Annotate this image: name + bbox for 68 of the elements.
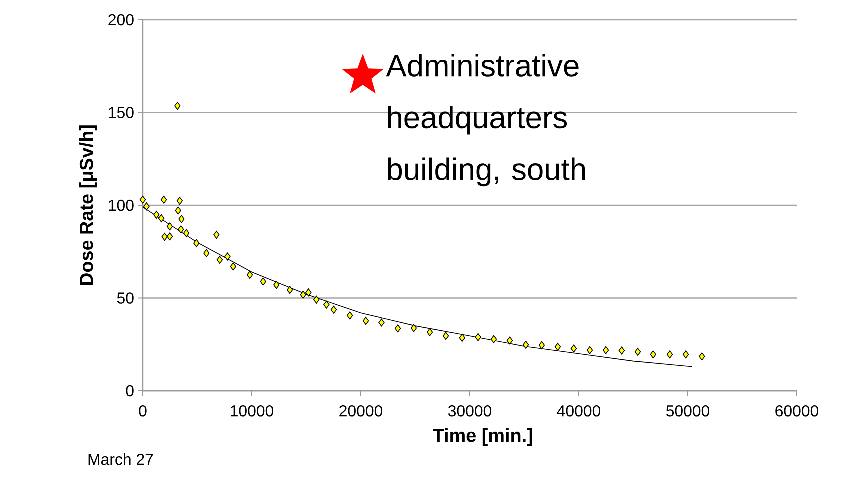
point <box>570 344 578 353</box>
point <box>362 317 370 326</box>
point <box>260 278 266 286</box>
y-tick-label: 100 <box>109 200 134 212</box>
y-axis-title: Dose Rate [μSv/h] <box>79 126 98 286</box>
point <box>442 332 450 340</box>
point <box>459 334 466 342</box>
point <box>194 239 200 248</box>
point <box>224 252 231 261</box>
point <box>286 286 294 294</box>
point <box>160 196 168 204</box>
point <box>162 233 168 242</box>
x-tick-label: 20000 <box>340 405 383 417</box>
x-tick-label: 10000 <box>231 405 274 417</box>
point <box>158 214 165 222</box>
x-axis-title: Time [min.] <box>433 428 532 446</box>
point <box>426 328 434 336</box>
point <box>140 196 146 204</box>
text: March 27 <box>88 454 154 466</box>
y-tick-label: 200 <box>108 14 134 26</box>
point <box>378 318 385 327</box>
point <box>634 348 642 356</box>
y-tick-label: 150 <box>109 107 134 118</box>
point <box>306 288 312 297</box>
point <box>175 206 182 215</box>
point <box>184 229 190 238</box>
point <box>178 226 184 234</box>
point <box>178 215 185 224</box>
point <box>554 343 562 352</box>
y-tick-label: 50 <box>117 292 134 304</box>
point <box>274 281 280 290</box>
point <box>682 350 690 359</box>
x-tick-label: 60000 <box>776 405 819 417</box>
point <box>602 346 610 354</box>
point <box>586 346 594 354</box>
point <box>475 333 482 342</box>
point <box>522 341 530 349</box>
point <box>174 102 181 110</box>
point <box>144 202 150 211</box>
x-tick-label: 0 <box>139 405 147 417</box>
point <box>490 335 498 344</box>
point <box>246 271 254 280</box>
point <box>699 352 706 361</box>
point <box>230 262 236 271</box>
point <box>154 210 160 219</box>
x-tick-label: 30000 <box>448 405 492 417</box>
point <box>538 341 546 350</box>
point <box>166 232 174 241</box>
point <box>650 350 656 359</box>
point <box>330 306 338 314</box>
annotation: Administrative headquarters building, south <box>386 54 586 187</box>
point <box>204 249 210 258</box>
point <box>300 290 306 299</box>
point <box>394 324 402 333</box>
x-tick-label: 40000 <box>557 405 601 417</box>
point <box>166 222 174 231</box>
point <box>216 256 224 264</box>
y-tick-label: 0 <box>126 385 134 397</box>
point <box>347 312 354 320</box>
point <box>214 231 220 239</box>
point <box>324 300 330 309</box>
point <box>176 197 184 206</box>
point <box>666 350 674 359</box>
point <box>618 346 626 355</box>
x-tick-label: 50000 <box>666 405 710 417</box>
point <box>506 336 514 345</box>
point <box>314 296 320 304</box>
point <box>410 324 418 332</box>
